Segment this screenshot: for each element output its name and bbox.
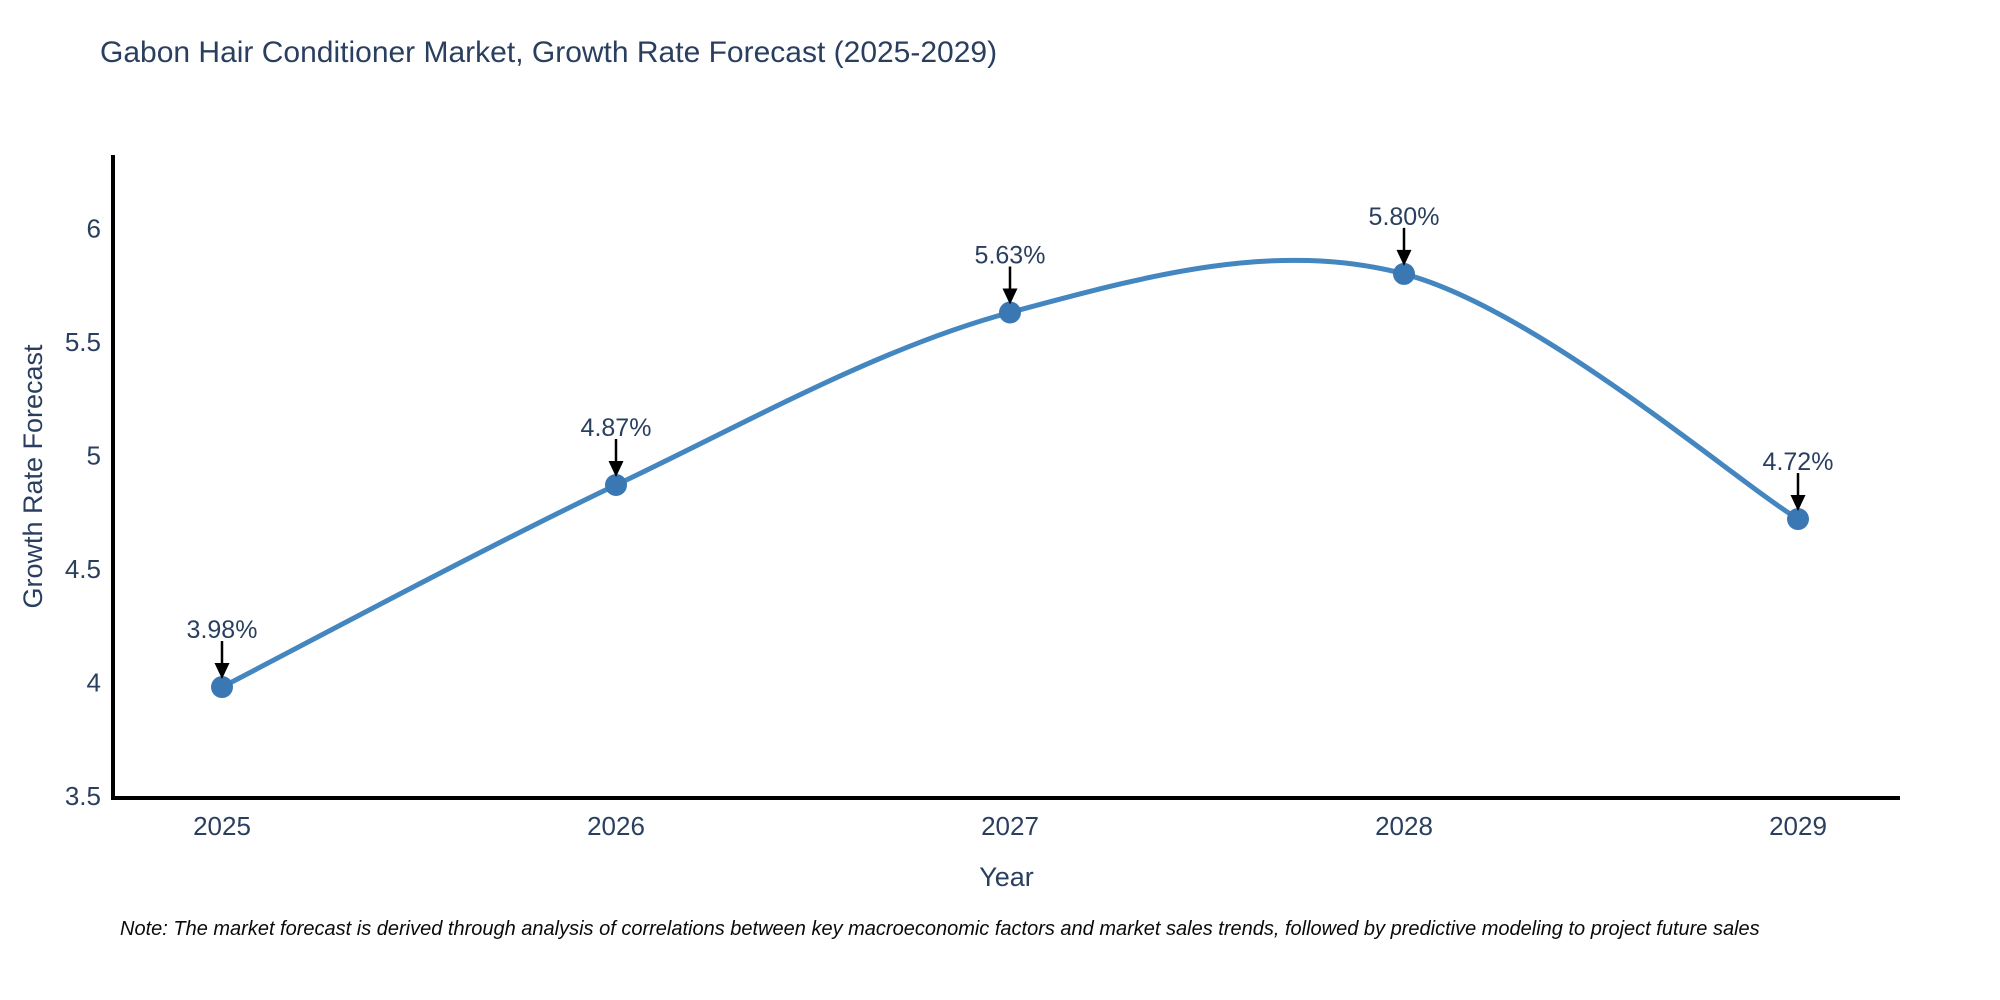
point-value-label: 3.98%	[187, 616, 258, 644]
point-value-label: 4.72%	[1763, 448, 1834, 476]
trend-line	[219, 257, 1801, 690]
y-tick-label: 5.5	[65, 327, 101, 357]
y-tick-label: 3.5	[65, 781, 101, 811]
x-tick-label: 2026	[587, 811, 645, 841]
footnote: Note: The market forecast is derived thr…	[120, 918, 1760, 940]
data-point-marker	[605, 474, 627, 497]
y-tick-label: 4	[87, 668, 101, 698]
annotation-arrow-head	[608, 461, 624, 478]
x-tick-label: 2029	[1769, 811, 1827, 841]
chart-title: Gabon Hair Conditioner Market, Growth Ra…	[100, 36, 998, 69]
y-tick-label: 5	[87, 441, 101, 471]
x-tick-label: 2028	[1375, 811, 1433, 841]
data-point-marker	[1393, 262, 1415, 285]
data-point-marker	[999, 301, 1021, 324]
y-tick-label: 4.5	[65, 554, 101, 584]
annotation-arrow-head	[1790, 495, 1806, 512]
annotation-arrow-head	[214, 663, 230, 680]
x-tick-label: 2027	[981, 811, 1039, 841]
point-value-label: 5.63%	[975, 241, 1046, 269]
data-point-marker	[1787, 508, 1809, 531]
point-value-label: 4.87%	[581, 414, 652, 442]
point-value-label: 5.80%	[1369, 203, 1440, 231]
annotation-arrow-head	[1396, 249, 1412, 266]
y-axis-title: Growth Rate Forecast	[18, 344, 48, 609]
data-point-marker	[211, 676, 233, 699]
x-axis-title: Year	[979, 862, 1034, 892]
y-tick-label: 6	[87, 214, 101, 244]
x-tick-label: 2025	[193, 811, 251, 841]
annotation-arrow-head	[1002, 288, 1018, 305]
